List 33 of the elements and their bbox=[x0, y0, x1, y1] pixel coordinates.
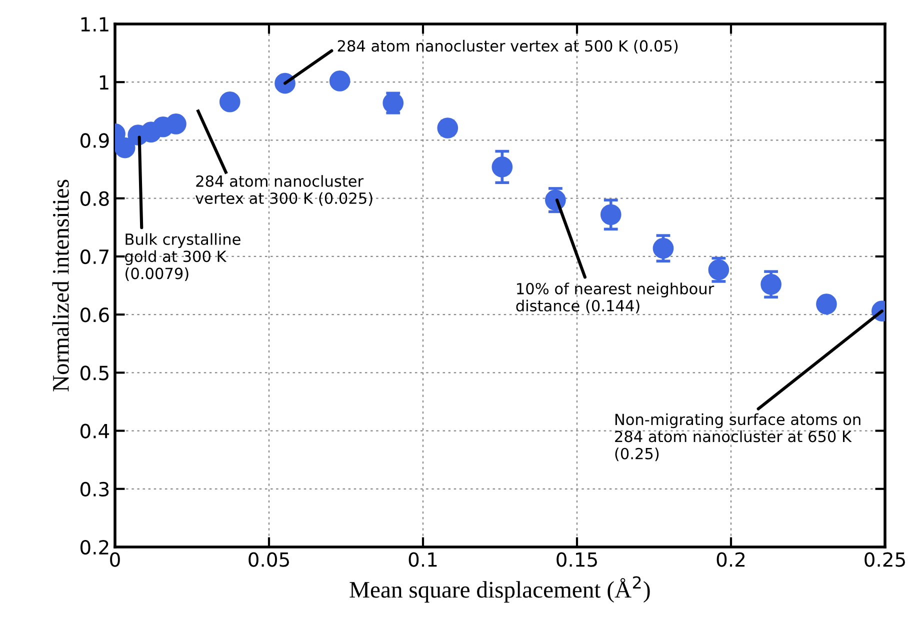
x-axis-title: Mean square displacement (Å$^{2}$) bbox=[350, 576, 650, 603]
x-tick-label: 0.15 bbox=[556, 552, 597, 567]
point bbox=[652, 238, 674, 259]
point bbox=[329, 70, 350, 92]
x-tick-label: 0.1 bbox=[408, 552, 437, 567]
annotation: 284 atom nanocluster vertex at 500 K (0.05) bbox=[338, 40, 678, 54]
point bbox=[816, 294, 837, 315]
point bbox=[219, 91, 240, 112]
y-tick-label: 0.7 bbox=[80, 249, 108, 264]
y-tick-label: 0.9 bbox=[80, 133, 109, 148]
annotation: 284 atom nanocluster vertex at 300 K (0.025) bbox=[196, 175, 372, 206]
x-tick-label: 0.2 bbox=[716, 552, 745, 567]
point bbox=[437, 118, 458, 138]
y-tick-label: 1 bbox=[100, 75, 108, 90]
y-tick-label: 0.4 bbox=[80, 424, 110, 438]
y-tick-label: 1.1 bbox=[81, 17, 108, 32]
annotation: Bulk crystalline gold at 300 K (0.0079) bbox=[125, 233, 240, 282]
y-tick-label: 0.5 bbox=[80, 366, 108, 380]
y-tick-label: 0.2 bbox=[80, 540, 108, 555]
y-axis-title: Normalized intensities bbox=[52, 180, 69, 392]
point bbox=[492, 156, 513, 178]
annotation: Non-migrating surface atoms on 284 atom nanocluster at 650 K (0.25) bbox=[615, 413, 860, 462]
x-tick-label: 0.05 bbox=[248, 552, 289, 567]
annotation: 10% of nearest neighbour distance (0.144) bbox=[516, 282, 714, 314]
point bbox=[166, 114, 186, 134]
y-tick-label: 0.6 bbox=[80, 308, 109, 322]
y-tick-label: 0.8 bbox=[80, 191, 109, 206]
point bbox=[115, 137, 136, 158]
x-tick-label: 0 bbox=[110, 552, 120, 567]
point bbox=[600, 204, 622, 226]
x-tick-label: 0.25 bbox=[864, 552, 905, 567]
point bbox=[760, 274, 782, 295]
y-tick-label: 0.3 bbox=[80, 482, 109, 497]
